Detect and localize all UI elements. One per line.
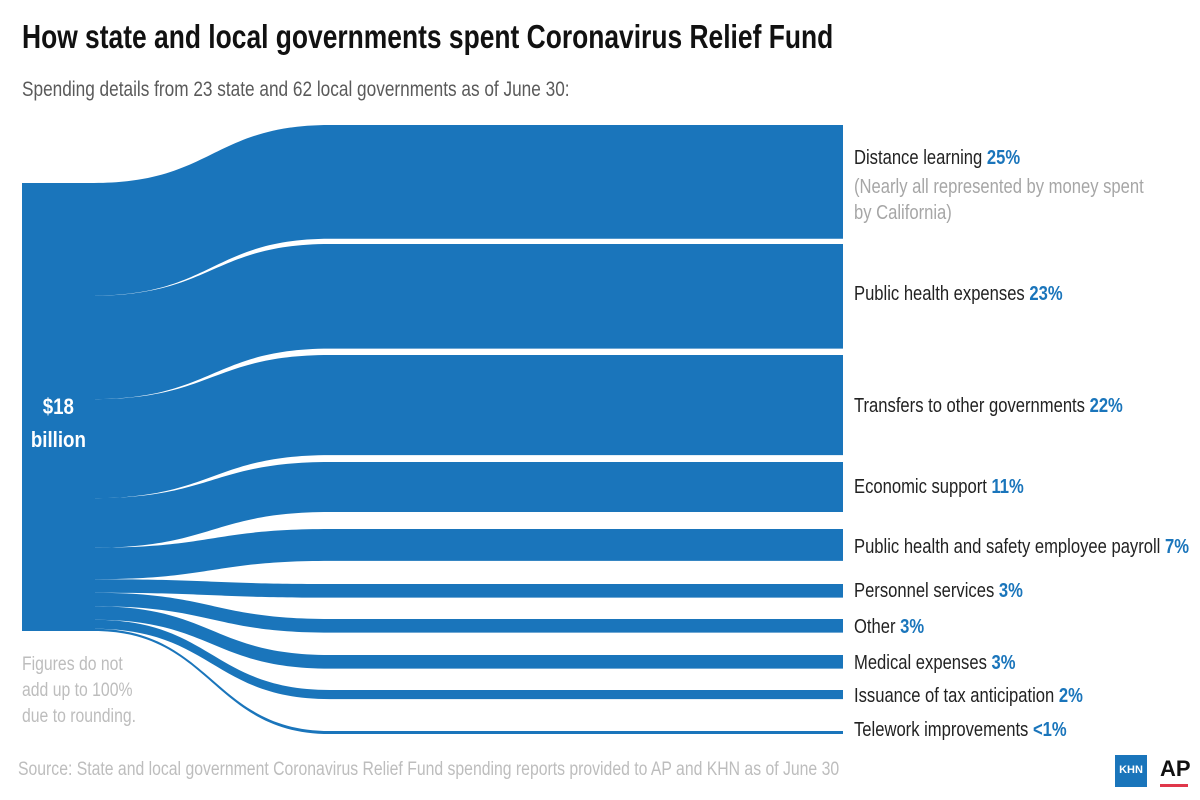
flow-band [94, 606, 843, 669]
flow-band [94, 125, 843, 296]
khn-logo: KHN [1115, 755, 1147, 787]
category-label: Economic support 11% [854, 476, 1024, 498]
subtitle-text: Spending details from 23 state and 62 lo… [22, 78, 570, 101]
category-label: Public health expenses 23% [854, 283, 1063, 305]
category-label: Transfers to other governments 22% [854, 395, 1123, 417]
category-label: Medical expenses 3% [854, 652, 1016, 674]
chart-title: How state and local governments spent Co… [22, 18, 1036, 56]
rounding-note: Figures do not add up to 100% due to round… [22, 654, 136, 727]
total-label: $18 billion [22, 390, 95, 456]
flow-band [94, 529, 843, 580]
ap-logo-bar [1160, 784, 1188, 787]
category-label: Public health and safety employee payrol… [854, 536, 1189, 558]
flow-band [94, 355, 843, 499]
flow-band [94, 244, 843, 400]
category-label: Personnel services 3% [854, 580, 1023, 602]
category-label: Other 3% [854, 616, 925, 638]
annotation-line: (Nearly all represented by money spent [854, 176, 1144, 198]
title-text: How state and local governments spent Co… [22, 18, 834, 55]
flow-band [94, 619, 843, 700]
category-label: Issuance of tax anticipation 2% [854, 685, 1083, 707]
flow-band [94, 462, 843, 548]
source-node [22, 183, 95, 631]
category-label: Distance learning 25% [854, 147, 1021, 169]
chart-subtitle: Spending details from 23 state and 62 lo… [22, 78, 690, 102]
category-label: Telework improvements <1% [854, 719, 1067, 741]
total-unit: billion [30, 427, 87, 452]
ap-logo: AP [1160, 756, 1191, 781]
flow-band [94, 592, 843, 633]
flow-band [94, 628, 843, 734]
flow-band [94, 579, 843, 598]
annotation-line: by California) [854, 202, 952, 224]
total-amount: $18 [42, 394, 75, 419]
source-note: Source: State and local government Coron… [18, 759, 840, 780]
